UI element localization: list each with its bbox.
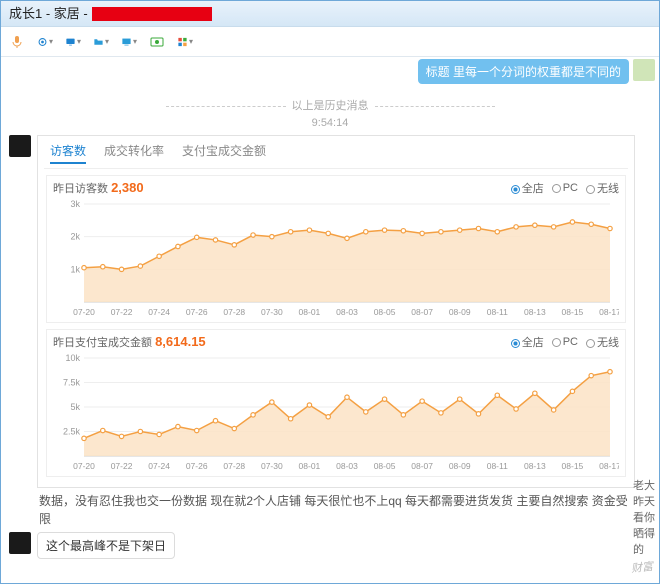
sender-avatar-2[interactable] xyxy=(9,532,31,554)
chart2-label: 昨日支付宝成交金额 xyxy=(53,337,152,349)
svg-text:08-13: 08-13 xyxy=(524,307,546,317)
svg-text:08-03: 08-03 xyxy=(336,461,358,471)
svg-text:08-17: 08-17 xyxy=(599,461,619,471)
radio-wireless-2[interactable]: 无线 xyxy=(586,334,619,350)
side-text: 老大昨天看你晒得的 xyxy=(633,477,659,557)
message-row: 访客数 成交转化率 支付宝成交金额 昨日访客数 2,380 全店 PC 无线 1… xyxy=(9,135,651,488)
record-icon[interactable]: ▾ xyxy=(37,34,53,50)
title-bar[interactable]: 成长1 - 家居 - xyxy=(1,1,659,27)
screen-icon[interactable]: ▾ xyxy=(65,34,81,50)
history-divider: 以上是历史消息 xyxy=(9,97,651,113)
svg-text:08-09: 08-09 xyxy=(449,461,471,471)
radio-pc-2[interactable]: PC xyxy=(552,336,578,348)
chart2-value: 8,614.15 xyxy=(155,334,206,349)
text-message: 数据，没有忍住我也交一份数据 现在就2个人店铺 每天很忙也不上qq 每天都需要进… xyxy=(39,492,637,528)
chart-alipay: 昨日支付宝成交金额 8,614.15 全店 PC 无线 2.5k 5k 7.5k 10… xyxy=(46,329,626,477)
window-title-prefix: 成长1 - 家居 - xyxy=(9,1,88,27)
chart1-label: 昨日访客数 xyxy=(53,183,108,195)
svg-text:07-28: 07-28 xyxy=(223,461,245,471)
radio-pc[interactable]: PC xyxy=(552,182,578,194)
svg-text:08-11: 08-11 xyxy=(487,307,508,317)
svg-text:07-22: 07-22 xyxy=(111,461,133,471)
radio-wireless[interactable]: 无线 xyxy=(586,180,619,196)
chart1-value: 2,380 xyxy=(111,180,144,195)
watermark: 财富 xyxy=(630,558,654,576)
svg-text:08-05: 08-05 xyxy=(374,307,396,317)
svg-text:08-01: 08-01 xyxy=(299,307,321,317)
chart2-canvas: 2.5k 5k 7.5k 10k 07-20 07-22 07-24 07-26 07-28 07… xyxy=(53,352,619,472)
svg-text:07-24: 07-24 xyxy=(148,461,170,471)
svg-text:08-05: 08-05 xyxy=(374,461,396,471)
message-row-2: 这个最高峰不是下架日 xyxy=(9,532,651,559)
svg-text:07-30: 07-30 xyxy=(261,307,283,317)
chart-visitors: 昨日访客数 2,380 全店 PC 无线 1k 2k 3k 07-20 07-22 07-… xyxy=(46,175,626,323)
toolbar: ▾ ▾ ▾ ▾ ▾ xyxy=(1,27,659,57)
svg-text:08-07: 08-07 xyxy=(411,461,433,471)
analytics-panel: 访客数 成交转化率 支付宝成交金额 昨日访客数 2,380 全店 PC 无线 1… xyxy=(37,135,635,488)
chart2-radios: 全店 PC 无线 xyxy=(511,334,619,350)
tab-conversion[interactable]: 成交转化率 xyxy=(104,142,164,164)
svg-text:2.5k: 2.5k xyxy=(63,427,81,437)
tabs: 访客数 成交转化率 支付宝成交金额 xyxy=(44,140,628,169)
svg-text:08-03: 08-03 xyxy=(336,307,358,317)
my-avatar[interactable] xyxy=(633,59,655,81)
redacted-title xyxy=(92,7,212,21)
svg-text:2k: 2k xyxy=(70,232,80,242)
outgoing-bubble: 标题 里每一个分词的权重都是不同的 xyxy=(418,59,629,84)
chart1-canvas: 1k 2k 3k 07-20 07-22 07-24 07-26 07-28 07-30 08-0… xyxy=(53,198,619,318)
svg-text:08-09: 08-09 xyxy=(449,307,471,317)
svg-text:08-01: 08-01 xyxy=(299,461,321,471)
svg-text:07-28: 07-28 xyxy=(223,307,245,317)
incoming-bubble: 这个最高峰不是下架日 xyxy=(37,532,175,559)
svg-text:08-17: 08-17 xyxy=(599,307,619,317)
svg-text:3k: 3k xyxy=(70,199,80,209)
chat-area: 标题 里每一个分词的权重都是不同的 以上是历史消息 9:54:14 访客数 成交… xyxy=(1,57,659,581)
apps-icon[interactable]: ▾ xyxy=(177,34,193,50)
tab-alipay[interactable]: 支付宝成交金额 xyxy=(182,142,266,164)
svg-text:07-20: 07-20 xyxy=(73,461,95,471)
money-icon[interactable] xyxy=(149,34,165,50)
svg-text:07-26: 07-26 xyxy=(186,307,208,317)
radio-all[interactable]: 全店 xyxy=(511,180,544,196)
folder-icon[interactable]: ▾ xyxy=(93,34,109,50)
svg-text:5k: 5k xyxy=(70,402,80,412)
svg-text:07-20: 07-20 xyxy=(73,307,95,317)
svg-text:07-24: 07-24 xyxy=(148,307,170,317)
mic-icon[interactable] xyxy=(9,34,25,50)
radio-all-2[interactable]: 全店 xyxy=(511,334,544,350)
svg-text:08-13: 08-13 xyxy=(524,461,546,471)
sender-avatar[interactable] xyxy=(9,135,31,157)
svg-text:7.5k: 7.5k xyxy=(63,378,81,388)
chat-window: 成长1 - 家居 - ▾ ▾ ▾ ▾ ▾ 标题 里每一个分词的权重都是不同的 以… xyxy=(0,0,660,584)
svg-text:07-30: 07-30 xyxy=(261,461,283,471)
tab-visitors[interactable]: 访客数 xyxy=(50,142,86,164)
svg-text:07-26: 07-26 xyxy=(186,461,208,471)
svg-text:08-07: 08-07 xyxy=(411,307,433,317)
display-icon[interactable]: ▾ xyxy=(121,34,137,50)
svg-text:08-15: 08-15 xyxy=(562,307,584,317)
svg-text:10k: 10k xyxy=(65,353,80,363)
chart1-radios: 全店 PC 无线 xyxy=(511,180,619,196)
timestamp: 9:54:14 xyxy=(9,117,651,129)
svg-text:1k: 1k xyxy=(70,264,80,274)
svg-text:08-11: 08-11 xyxy=(487,461,508,471)
svg-text:08-15: 08-15 xyxy=(562,461,584,471)
svg-text:07-22: 07-22 xyxy=(111,307,133,317)
